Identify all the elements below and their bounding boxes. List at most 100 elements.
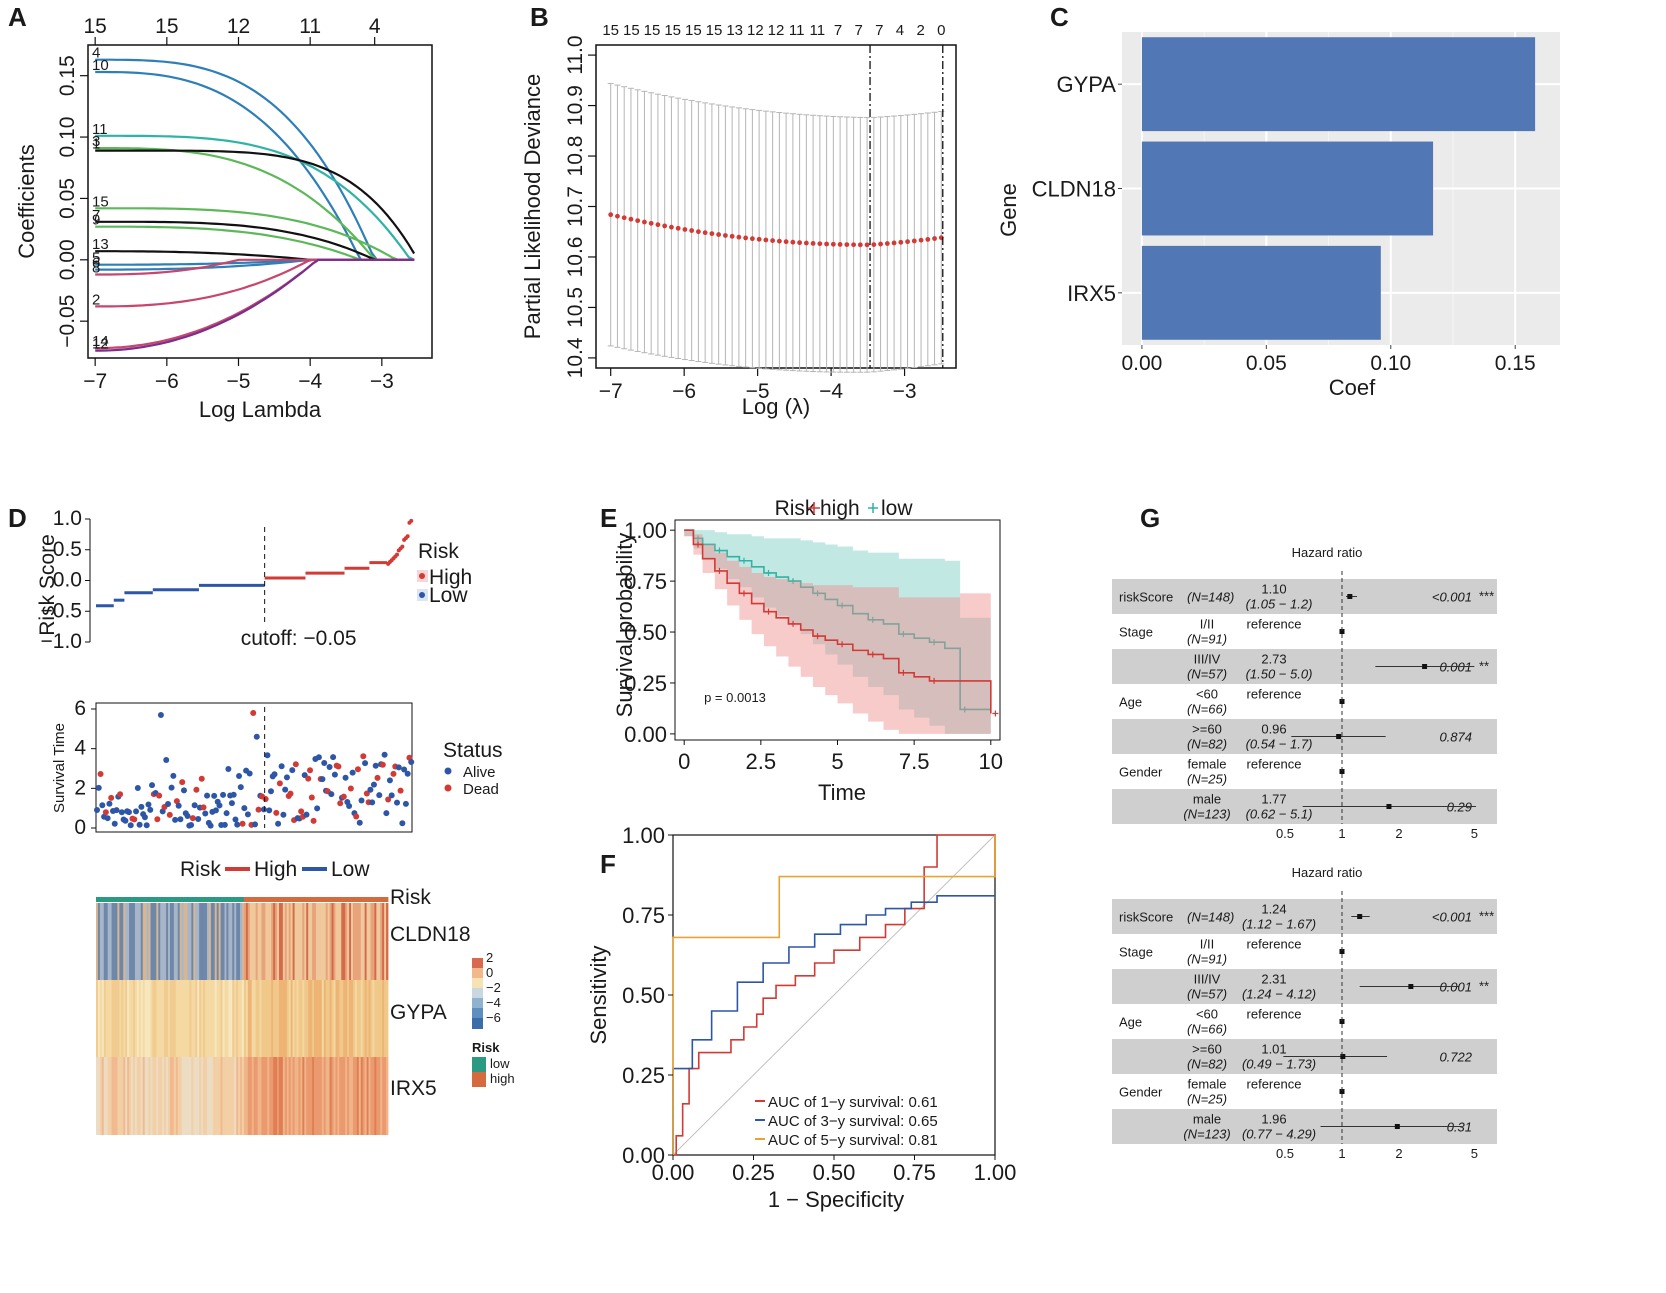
heatmap-gypa-cell: [370, 980, 373, 1057]
heatmap-cldn18-cell: [247, 903, 251, 980]
heatmap-risk-cell: [294, 897, 297, 902]
plot-frame: [595, 44, 957, 369]
y-axis-title: Coefficients: [14, 144, 39, 259]
heatmap-irx5-cell: [261, 1057, 264, 1135]
alive-point: [326, 764, 333, 771]
alive-point: [113, 807, 120, 814]
heatmap-risk-cell: [267, 897, 270, 902]
heatmap-risk-cell: [304, 897, 307, 902]
heatmap-cldn18-cell: [368, 903, 371, 980]
top-tick-label: 15: [623, 22, 640, 39]
alive-point: [133, 808, 140, 815]
dead-point: [255, 806, 262, 813]
ci-band-low: [684, 530, 991, 734]
heatmap-cldn18-cell: [286, 903, 290, 980]
alive-point: [321, 760, 328, 767]
heatmap-irx5-cell: [380, 1057, 383, 1135]
forest-row-band: [1112, 579, 1497, 614]
heatmap-risk-cell: [166, 897, 169, 902]
deviance-point: [642, 219, 647, 225]
heatmap-risk-cell: [300, 897, 303, 902]
coef-path-10: [95, 70, 415, 261]
heatmap-gypa-cell: [214, 980, 218, 1057]
deviance-point: [824, 241, 830, 247]
forest-level: female: [1187, 1077, 1226, 1092]
forest-level: <60: [1196, 1007, 1218, 1022]
heatmap-irx5-cell: [199, 1057, 202, 1135]
legend-title: Status: [443, 739, 503, 762]
censor-mark-low: [961, 706, 968, 713]
heatmap-risk-cell: [185, 897, 188, 902]
heatmap-irx5-cell: [308, 1057, 311, 1135]
heatmap-irx5-cell: [314, 1057, 317, 1135]
heatmap-irx5-cell: [354, 1057, 358, 1135]
dead-point: [193, 786, 200, 793]
colorbar-swatch: [472, 998, 483, 1009]
alive-point: [383, 810, 390, 817]
dead-point: [374, 774, 381, 781]
heatmap-risk-cell: [358, 897, 362, 902]
heatmap-risk-cell: [230, 897, 233, 902]
heatmap-gypa-cell: [131, 980, 134, 1057]
heatmap-gypa-cell: [374, 980, 377, 1057]
heatmap-gypa-cell: [127, 980, 130, 1057]
forest-sig: ***: [1479, 589, 1494, 604]
heatmap-cldn18-cell: [372, 903, 375, 980]
heatmap-gypa-cell: [107, 980, 111, 1057]
heatmap-risk-cell: [156, 897, 159, 902]
deviance-point: [851, 242, 856, 248]
deviance-point: [918, 237, 924, 243]
heatmap-cldn18-cell: [380, 903, 383, 980]
heatmap-gypa-cell: [312, 980, 315, 1057]
heatmap-risk-cell: [286, 897, 290, 902]
colorbar-swatch: [472, 978, 483, 989]
alive-point: [204, 792, 211, 799]
heatmap-risk-cell: [339, 897, 342, 902]
heatmap-irx5-cell: [374, 1057, 377, 1135]
heatmap-cldn18-cell: [115, 903, 118, 980]
deviance-point: [803, 240, 809, 246]
heatmap-irx5-cell: [378, 1057, 381, 1135]
heatmap-irx5-cell: [154, 1057, 157, 1135]
heatmap-irx5-cell: [224, 1057, 227, 1135]
heatmap-irx5-cell: [166, 1057, 169, 1135]
heatmap-cldn18-cell: [253, 903, 257, 980]
p-value: p = 0.0013: [704, 690, 766, 705]
heatmap-risk-cell: [331, 897, 334, 902]
heatmap-risk-cell: [96, 897, 99, 902]
alive-point: [328, 791, 335, 798]
heatmap-gypa-cell: [269, 980, 272, 1057]
y-tick-label: −0.05: [56, 295, 79, 348]
panel-f-roc-curves: AUC of 1−y survival: 0.61 AUC of 3−y surv…: [586, 823, 1016, 1212]
heatmap-cldn18-cell: [103, 903, 107, 980]
heatmap-gypa-cell: [304, 980, 307, 1057]
alive-point: [141, 814, 148, 821]
alive-point: [367, 786, 374, 793]
y-tick-label: 0.50: [622, 983, 665, 1008]
heatmap-irx5-cell: [368, 1057, 371, 1135]
colorbar-swatch: [472, 968, 483, 979]
x-tick-label: −3: [893, 380, 917, 403]
heatmap-gypa-cell: [288, 980, 292, 1057]
heatmap-cldn18-cell: [251, 903, 255, 980]
heatmap-risk-cell: [240, 897, 243, 902]
alive-point: [232, 816, 239, 823]
heatmap-cldn18-cell: [224, 903, 227, 980]
heatmap-risk-cell: [224, 897, 227, 902]
heatmap-risk-cell: [220, 897, 223, 902]
heatmap-irx5-cell: [333, 1057, 336, 1135]
heatmap-risk-cell: [341, 897, 344, 902]
alive-point: [402, 800, 409, 807]
heatmap-gypa-cell: [144, 980, 148, 1057]
x-tick-label: 5: [831, 749, 843, 774]
heatmap-risk-cell: [280, 897, 284, 902]
heatmap-cldn18-cell: [261, 903, 264, 980]
heatmap-irx5-cell: [349, 1057, 352, 1135]
censor-mark-high: [790, 620, 797, 627]
heatmap-gypa-cell: [236, 980, 239, 1057]
heatmap-cldn18-cell: [220, 903, 223, 980]
heatmap-gypa-cell: [257, 980, 260, 1057]
y-tick-label: 2: [74, 776, 86, 799]
heatmap-gypa-cell: [105, 980, 109, 1057]
